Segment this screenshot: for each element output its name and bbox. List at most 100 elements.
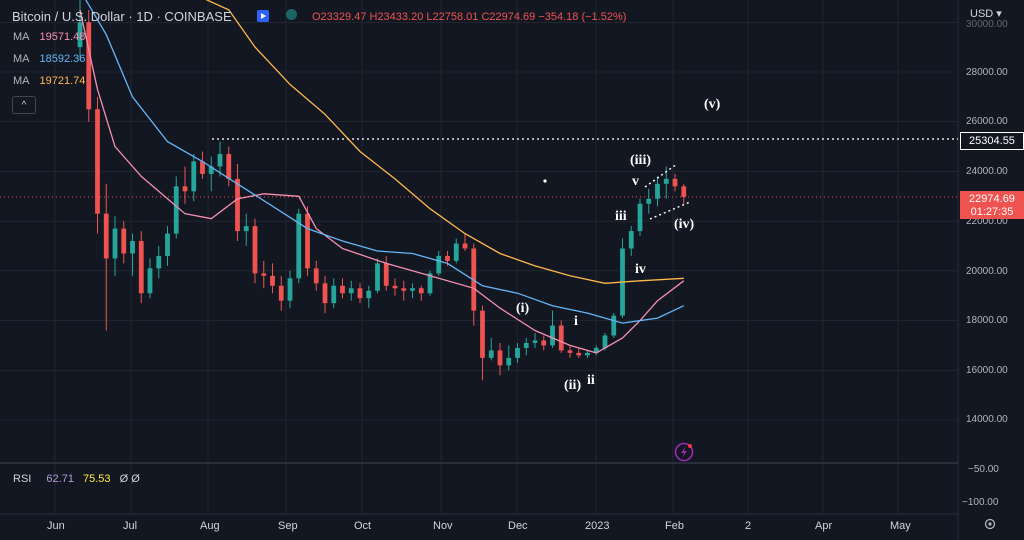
candle-body[interactable] [235, 178, 240, 232]
candle-body[interactable] [462, 243, 468, 249]
candle-body[interactable] [348, 288, 354, 294]
candle-body[interactable] [453, 243, 459, 261]
candle-body[interactable] [593, 347, 599, 353]
ma-legend-row[interactable]: MA 19571.48 [13, 31, 85, 43]
candle-body[interactable] [418, 288, 424, 294]
candle-body[interactable] [305, 213, 310, 269]
ma-line-blue[interactable] [80, 0, 685, 324]
candle-body[interactable] [401, 288, 407, 291]
candle-body[interactable] [436, 255, 442, 274]
candle-body[interactable] [217, 154, 223, 167]
candle-body[interactable] [375, 263, 380, 291]
candle-body[interactable] [296, 213, 302, 279]
wave-label[interactable]: (v) [704, 97, 721, 112]
candle-body[interactable] [357, 288, 363, 299]
candle-body[interactable] [532, 340, 538, 343]
candle-body[interactable] [550, 325, 555, 346]
candle-body[interactable] [663, 178, 669, 184]
candle-body[interactable] [681, 186, 687, 197]
candle-body[interactable] [672, 178, 678, 187]
candle-body[interactable] [156, 255, 162, 269]
candle-body[interactable] [488, 350, 494, 358]
candle-body[interactable] [611, 315, 617, 336]
candle-body[interactable] [576, 352, 582, 356]
candle-body[interactable] [392, 285, 398, 289]
candle-body[interactable] [252, 226, 258, 274]
candle-body[interactable] [541, 340, 547, 346]
ma-legend-row[interactable]: MA 19721.74 [13, 75, 85, 87]
currency-selector[interactable]: USD ▾ [970, 7, 1002, 20]
candle-body[interactable] [366, 290, 372, 299]
rsi-legend[interactable]: RSI 62.71 75.53 Ø Ø [13, 473, 140, 485]
candle-body[interactable] [278, 285, 284, 301]
candle-body[interactable] [191, 161, 197, 192]
candle-body[interactable] [427, 273, 433, 294]
candle-body[interactable] [287, 278, 293, 301]
candle-body[interactable] [506, 357, 512, 366]
symbol-title[interactable]: Bitcoin / U.S. Dollar · 1D · COINBASE [12, 9, 232, 24]
candle-body[interactable] [628, 231, 634, 249]
candle-body[interactable] [558, 325, 564, 351]
wave-label[interactable]: (i) [516, 301, 530, 316]
wave-label[interactable]: i [574, 314, 578, 329]
candle-body[interactable] [173, 186, 179, 234]
candle-body[interactable] [313, 268, 319, 284]
candle-body[interactable] [103, 213, 109, 259]
wedge-upper-line[interactable] [644, 163, 678, 188]
candle-body[interactable] [340, 285, 345, 294]
candle-body[interactable] [270, 275, 275, 286]
candle-body[interactable] [637, 203, 643, 232]
collapse-legend-button[interactable]: ^ [12, 96, 36, 114]
candle-body[interactable] [261, 273, 267, 276]
candle-body[interactable] [243, 226, 249, 232]
candle-body[interactable] [515, 347, 520, 358]
candle-body[interactable] [147, 268, 153, 294]
candle-body[interactable] [138, 241, 144, 294]
wedge-drawing[interactable] [644, 163, 691, 220]
wave-label[interactable]: iii [615, 209, 627, 224]
wave-label[interactable]: ii [587, 373, 595, 388]
settings-gear-icon[interactable] [984, 518, 996, 530]
wave-label[interactable]: (iv) [674, 217, 695, 232]
candle-body[interactable] [322, 283, 328, 304]
flag-icon[interactable] [257, 10, 269, 22]
candle-body[interactable] [410, 288, 415, 291]
candle-body[interactable] [646, 198, 652, 204]
candle-body[interactable] [208, 166, 214, 174]
market-status-icon[interactable] [286, 9, 297, 20]
candle-body[interactable] [497, 350, 503, 366]
wedge-lower-line[interactable] [649, 201, 691, 220]
candle-body[interactable] [585, 352, 590, 356]
last-price-tag[interactable]: 22974.69 01:27:35 [960, 191, 1024, 219]
wave-label[interactable]: iv [635, 262, 646, 277]
wave-labels[interactable]: (v) (iii) v iii (iv) iv (i) i (ii) ii [516, 97, 721, 393]
level-price-tag[interactable]: 25304.55 [960, 132, 1024, 150]
ma-line-pink[interactable] [79, 9, 685, 354]
candle-body[interactable] [655, 183, 660, 199]
lightning-icon[interactable] [674, 442, 694, 462]
candle-body[interactable] [480, 310, 485, 358]
candle-body[interactable] [121, 228, 127, 254]
ma-line-orange[interactable] [185, 0, 684, 284]
candle-body[interactable] [567, 350, 573, 353]
wave-label[interactable]: (ii) [564, 378, 581, 393]
candle-body[interactable] [523, 342, 529, 348]
candle-body[interactable] [130, 241, 135, 254]
wave-label[interactable]: (iii) [630, 153, 651, 168]
candle-body[interactable] [95, 109, 100, 214]
candle-body[interactable] [77, 22, 83, 48]
candle-body[interactable] [331, 285, 337, 304]
rsi-visibility-icons[interactable]: Ø Ø [119, 473, 140, 485]
candle-body[interactable] [86, 22, 92, 110]
candle-body[interactable] [165, 233, 170, 256]
candle-body[interactable] [226, 154, 232, 179]
candle-body[interactable] [182, 186, 188, 192]
ma-legend-row[interactable]: MA 18592.36 [13, 53, 85, 65]
candle-body[interactable] [112, 228, 118, 259]
candle-body[interactable] [602, 335, 608, 348]
candle-body[interactable] [200, 161, 205, 174]
candle-body[interactable] [445, 255, 450, 261]
candle-body[interactable] [383, 263, 389, 286]
wave-label[interactable]: v [632, 174, 639, 189]
